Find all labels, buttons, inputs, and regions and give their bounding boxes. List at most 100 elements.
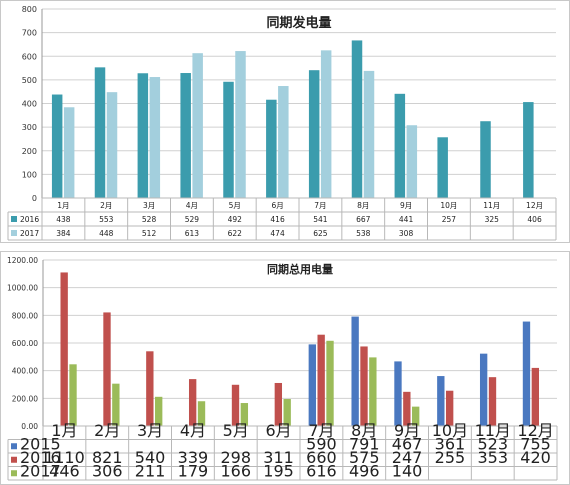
x-category-label: 12月 xyxy=(526,201,543,210)
legend-key-2017 xyxy=(11,470,17,477)
bar-2016-12月 xyxy=(531,367,540,426)
data-label-2015-7月: 590 xyxy=(306,434,337,453)
legend-key-2016 xyxy=(11,456,17,463)
data-label-2015-10月: 361 xyxy=(435,434,466,453)
x-category-label: 10月 xyxy=(440,201,457,210)
y-tick-label: 600.00 xyxy=(12,339,38,348)
y-tick-label: 600 xyxy=(22,52,37,61)
data-label-2017-4月: 179 xyxy=(178,461,209,480)
data-label-2016-3月: 540 xyxy=(135,448,166,467)
bar-2016-11月 xyxy=(488,377,497,426)
data-label-2017-8月: 538 xyxy=(356,229,371,238)
data-label-2017-3月: 211 xyxy=(135,461,166,480)
bar-2016-10月 xyxy=(437,137,448,198)
x-category-label: 1月 xyxy=(51,421,77,440)
bar-2017-7月 xyxy=(320,50,332,198)
y-tick-label: 300 xyxy=(22,123,37,132)
bar-2016-2月 xyxy=(103,312,111,426)
y-tick-label: 500 xyxy=(22,76,37,85)
y-tick-label: 1000.00 xyxy=(7,284,38,293)
y-tick-label: 200 xyxy=(22,147,37,156)
data-label-2017-1月: 384 xyxy=(56,229,71,238)
y-tick-label: 800 xyxy=(22,5,37,14)
bar-2015-9月 xyxy=(394,361,402,426)
x-category-label: 5月 xyxy=(229,201,241,210)
data-label-2016-12月: 420 xyxy=(520,448,551,467)
bar-2016-8月 xyxy=(360,346,368,426)
bar-2016-11月 xyxy=(480,121,491,198)
bar-2017-6月 xyxy=(283,399,291,426)
x-category-label: 4月 xyxy=(180,421,206,440)
bar-2017-5月 xyxy=(240,403,249,426)
data-label-2017-8月: 496 xyxy=(349,461,380,480)
bar-2016-8月 xyxy=(351,40,363,198)
bar-2015-10月 xyxy=(437,376,445,426)
data-label-2016-5月: 298 xyxy=(220,448,251,467)
x-category-label: 3月 xyxy=(143,201,155,210)
x-category-label: 4月 xyxy=(186,201,198,210)
y-tick-label: 200.00 xyxy=(12,394,38,403)
legend-label-2017: 2017 xyxy=(20,229,39,238)
legend-key-2015 xyxy=(11,443,17,450)
bar-2016-9月 xyxy=(394,93,406,198)
bar-2016-5月 xyxy=(231,384,240,426)
data-label-2016-11月: 353 xyxy=(477,448,508,467)
power-generation-chart-panel: 0 100 200 300 400 500 600 700 800 同期发电量 1月 2月 3月 4月 5月… xyxy=(0,0,570,243)
bar-2015-11月 xyxy=(479,353,488,426)
data-label-2017-6月: 195 xyxy=(263,461,294,480)
data-label-2017-6月: 474 xyxy=(270,229,285,238)
data-label-2016-12月: 406 xyxy=(527,215,542,224)
power-consumption-chart: 0.00 200.00 400.00 600.00 800.00 1000.00 1200.… xyxy=(7,256,558,481)
x-category-label: 2月 xyxy=(100,201,112,210)
bar-2016-1月 xyxy=(51,94,63,198)
y-tick-label: 0.00 xyxy=(21,422,38,431)
power-generation-chart: 0 100 200 300 400 500 600 700 800 同期发电量 1月 2月 3月 4月 5月… xyxy=(7,5,557,241)
x-category-label: 12月 xyxy=(517,421,553,440)
data-label-2016-2月: 553 xyxy=(99,215,114,224)
y-tick-label: 800.00 xyxy=(12,311,38,320)
data-label-2017-7月: 625 xyxy=(313,229,328,238)
x-category-label: 9月 xyxy=(394,421,420,440)
x-category-label: 10月 xyxy=(432,421,468,440)
bar-2017-5月 xyxy=(235,51,246,198)
chart-title: 同期总用电量 xyxy=(267,262,333,276)
data-label-2015-11月: 523 xyxy=(477,434,508,453)
data-label-2016-4月: 339 xyxy=(178,448,209,467)
x-category-label: 7月 xyxy=(308,421,334,440)
bar-2016-10月 xyxy=(445,390,454,426)
bar-2017-8月 xyxy=(363,70,375,198)
data-label-2017-5月: 622 xyxy=(228,229,243,238)
data-label-2017-2月: 448 xyxy=(99,229,114,238)
bar-2016-6月 xyxy=(266,99,277,198)
data-label-2017-5月: 166 xyxy=(220,461,251,480)
y-tick-label: 100 xyxy=(22,170,37,179)
y-tick-label: 0 xyxy=(32,194,37,203)
x-category-label: 7月 xyxy=(314,201,326,210)
x-category-label: 5月 xyxy=(223,421,249,440)
bar-2017-3月 xyxy=(149,77,161,198)
bar-2017-8月 xyxy=(369,357,377,426)
legend-label-2016: 2016 xyxy=(20,215,39,224)
bar-2016-6月 xyxy=(274,382,283,426)
data-label-2016-3月: 528 xyxy=(142,215,157,224)
x-category-label: 2月 xyxy=(94,421,120,440)
bar-2016-7月 xyxy=(317,334,325,426)
x-category-label: 8月 xyxy=(351,421,377,440)
data-label-2016-9月: 441 xyxy=(399,215,414,224)
bar-2017-4月 xyxy=(197,401,206,426)
data-label-2016-7月: 660 xyxy=(306,448,337,467)
bar-2017-2月 xyxy=(112,383,120,426)
legend-label-2017: 2017 xyxy=(20,461,61,480)
bar-2015-8月 xyxy=(351,316,359,426)
data-label-2016-5月: 492 xyxy=(228,215,243,224)
bar-2015-12月 xyxy=(522,321,531,426)
x-category-label: 1月 xyxy=(57,201,69,210)
data-label-2016-6月: 311 xyxy=(263,448,294,467)
chart-title: 同期发电量 xyxy=(266,15,331,31)
data-label-2017-3月: 512 xyxy=(142,229,157,238)
x-category-label: 3月 xyxy=(137,421,163,440)
bar-2017-9月 xyxy=(406,125,418,198)
data-label-2016-8月: 667 xyxy=(356,215,371,224)
data-label-2016-4月: 529 xyxy=(185,215,200,224)
x-category-label: 6月 xyxy=(265,421,291,440)
